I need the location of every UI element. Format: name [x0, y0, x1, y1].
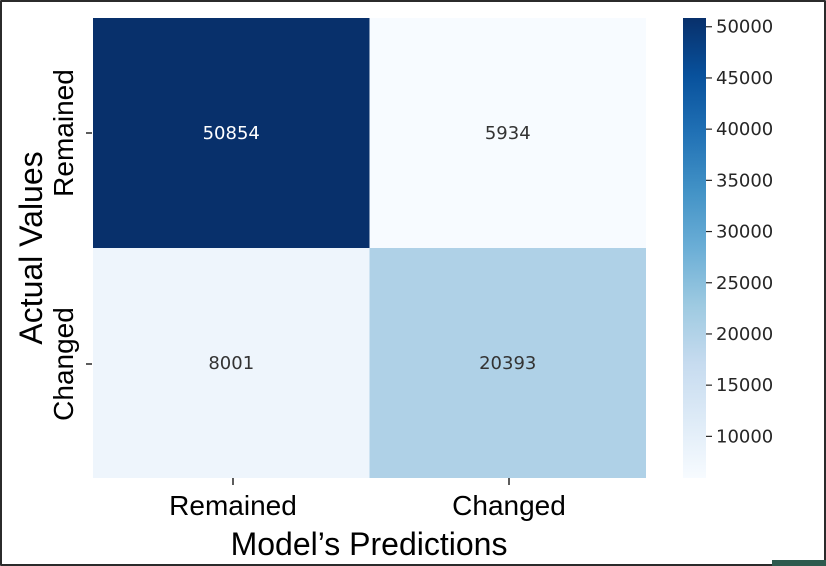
heatmap-cell-label-r0-c0: 50854 [203, 123, 260, 144]
colorbar-tick-label-25000: 25000 [716, 273, 773, 294]
x-tick-label-remained: Remained [169, 490, 297, 521]
colorbar-tick-label-15000: 15000 [716, 375, 773, 396]
y-axis-title: Actual Values [13, 151, 49, 344]
x-axis-title: Model’s Predictions [231, 526, 508, 562]
colorbar: 10000 15000 20000 25000 30000 35000 40000 45000… [683, 17, 773, 478]
colorbar-tick-label-50000: 50000 [716, 17, 773, 38]
heatmap-cell-r0-c0 [93, 18, 370, 248]
x-axis: Remained Changed Model’s Predictions [169, 478, 566, 562]
colorbar-ticks: 10000 15000 20000 25000 30000 35000 40000 45000… [706, 17, 773, 447]
y-axis: Remained Changed Actual Values [13, 69, 92, 421]
heatmap-cell-label-r1-c0: 8001 [208, 353, 254, 374]
colorbar-gradient [683, 18, 706, 478]
heatmap-cell-label-r1-c1: 20393 [479, 353, 536, 374]
colorbar-tick-label-45000: 45000 [716, 68, 773, 89]
colorbar-tick-label-40000: 40000 [716, 119, 773, 140]
colorbar-tick-label-35000: 35000 [716, 170, 773, 191]
y-tick-label-changed: Changed [48, 307, 79, 421]
corner-decoration [772, 560, 826, 566]
colorbar-tick-label-20000: 20000 [716, 324, 773, 345]
heatmap-cell-r1-c0 [93, 248, 370, 478]
colorbar-tick-label-30000: 30000 [716, 222, 773, 243]
heatmap-cell-label-r0-c1: 5934 [485, 123, 531, 144]
heatmap-cell-r0-c1 [369, 18, 646, 248]
colorbar-tick-label-10000: 10000 [716, 426, 773, 447]
heatmap-cells [93, 18, 646, 478]
heatmap-cell-labels: 50854 5934 8001 20393 [203, 123, 537, 374]
x-tick-label-changed: Changed [452, 490, 566, 521]
y-tick-label-remained: Remained [48, 69, 79, 197]
heatmap-cell-r1-c1 [369, 248, 646, 478]
